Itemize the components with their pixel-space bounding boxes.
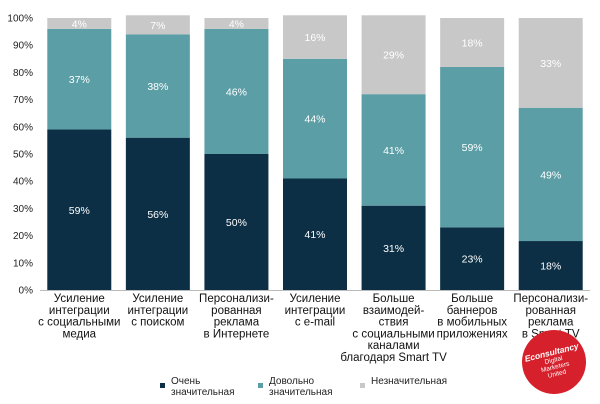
bar-segment — [47, 18, 112, 29]
x-category-label: Усиление интеграции с e-mail — [285, 293, 346, 329]
bar-segment — [518, 18, 583, 108]
bar-segment — [440, 227, 505, 290]
data-label: 46% — [226, 86, 247, 98]
data-label: 7% — [150, 20, 165, 32]
data-label: 29% — [383, 50, 404, 62]
legend-label-insignificant: Незначительная — [371, 376, 448, 387]
x-category-label: Больше баннеров в мобильных приложениях — [437, 293, 508, 340]
data-label: 50% — [226, 217, 247, 229]
y-tick-label: 30% — [13, 204, 33, 215]
legend-swatch-very-significant — [160, 383, 165, 388]
bar-segment — [125, 15, 190, 35]
y-tick-label: 60% — [13, 122, 33, 133]
stacked-bar-chart: 0% 10% 20% 30% 40% 50% 60% 70% 80% 90% 100% 59% 37% 4… — [7, 14, 590, 364]
legend-swatch-insignificant — [360, 383, 365, 388]
bar-segment — [440, 66, 505, 228]
x-category-label: Больше взаимодей-ствия с социальными канала… — [340, 293, 447, 364]
data-label: 41% — [383, 145, 404, 157]
y-tick-label: 70% — [13, 95, 33, 106]
bar-segment — [125, 137, 190, 290]
bar-segment — [361, 205, 426, 290]
y-tick-label: 40% — [13, 177, 33, 188]
y-tick-label: 0% — [19, 286, 34, 297]
bar-segment — [283, 58, 347, 179]
bar-segment — [204, 154, 269, 290]
data-label: 37% — [69, 74, 90, 86]
data-label: 18% — [540, 261, 561, 273]
data-label: 23% — [462, 254, 483, 266]
data-label: 4% — [72, 18, 87, 30]
bar-segment — [440, 18, 505, 67]
data-label: 4% — [229, 18, 244, 30]
data-label: 59% — [69, 205, 90, 217]
bar-segment — [125, 34, 190, 138]
x-category-label: Усиление интеграции с поиском — [127, 293, 188, 329]
data-label: 16% — [304, 32, 325, 44]
y-tick-label: 50% — [13, 150, 33, 161]
bar-segment — [518, 107, 583, 242]
bar-segment — [204, 28, 269, 155]
legend-label-very-significant: Очень значительная — [171, 376, 235, 398]
data-label: 31% — [383, 243, 404, 255]
data-label: 49% — [540, 169, 561, 181]
bar-segment — [204, 18, 269, 29]
y-tick-label: 20% — [13, 231, 33, 242]
data-label: 59% — [462, 142, 483, 154]
x-category-label: Персонализи-рованная реклама в Интернете — [199, 293, 274, 340]
data-label: 44% — [304, 114, 325, 126]
bar-segment — [518, 241, 583, 290]
y-tick-label: 100% — [7, 14, 33, 25]
x-category-label: Усиление интеграции с социальными медиа — [38, 293, 120, 340]
legend-item-very-significant: Очень значительная — [160, 376, 235, 398]
y-tick-label: 90% — [13, 41, 33, 52]
bar-segment — [283, 15, 347, 59]
bar-segment — [361, 94, 426, 206]
data-label: 38% — [147, 81, 168, 93]
data-label: 41% — [304, 229, 325, 241]
y-tick-label: 80% — [13, 68, 33, 79]
legend-label-fairly-significant: Довольно значительная — [269, 376, 333, 398]
legend-swatch-fairly-significant — [258, 383, 263, 388]
data-label: 56% — [147, 209, 168, 221]
data-label: 33% — [540, 58, 561, 70]
chart-legend: Очень значительная Довольно значительная… — [0, 376, 600, 404]
legend-item-fairly-significant: Довольно значительная — [258, 376, 333, 398]
bar-segment — [47, 28, 112, 130]
legend-item-insignificant: Незначительная — [360, 376, 447, 388]
bar-segment — [283, 178, 347, 290]
bar-segment — [47, 129, 112, 290]
y-tick-label: 10% — [13, 258, 33, 269]
bar-segment — [361, 15, 426, 95]
data-label: 18% — [462, 37, 483, 49]
